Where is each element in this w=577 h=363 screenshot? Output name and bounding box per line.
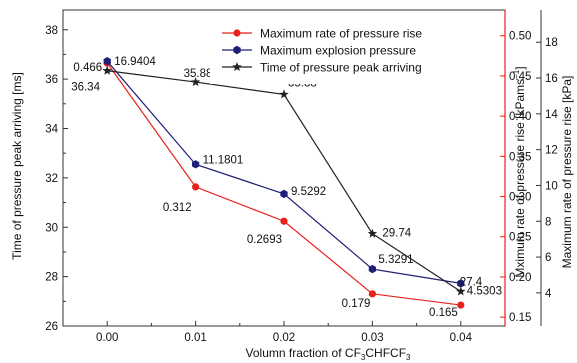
x-axis-title: Volumn fraction of CF3CHFCF3 [246, 346, 412, 362]
x-tick-label: 0.03 [361, 332, 383, 344]
right2-tick-label: 8 [545, 216, 551, 228]
data-point [368, 290, 376, 298]
data-point [367, 228, 378, 238]
data-point [456, 286, 466, 296]
data-label: 36.34 [71, 82, 100, 94]
data-point [280, 189, 288, 199]
data-label: 0.165 [429, 307, 458, 319]
data-label: 0.312 [163, 202, 192, 214]
left-tick-label: 38 [45, 25, 58, 37]
axes: 0.00 0.01 0.02 0.03 0.04 26 28 30 32 34 36 38 0.15 0.… [45, 9, 558, 344]
data-label: 0.2693 [247, 234, 282, 246]
x-tick-label: 0.04 [450, 332, 473, 344]
right2-axis-title: Maximum rate of pressure rise [kPa] [560, 76, 574, 269]
data-point [102, 65, 112, 75]
right1-tick-label: 0.30 [509, 192, 531, 204]
data-point [368, 264, 377, 274]
left-tick-label: 28 [45, 272, 58, 284]
data-label: 5.3291 [378, 254, 413, 266]
data-label: 11.1801 [203, 154, 244, 166]
x-axis-title-sub1: 3 [361, 353, 366, 362]
x-tick-label: 0.01 [184, 332, 206, 344]
right2-tick-label: 12 [545, 145, 558, 157]
right1-tick-label: 0.45 [509, 71, 531, 83]
right1-axis-title-main: Mximum rate of pressure rise [kPams [513, 79, 527, 278]
right1-axis-title: Mximum rate of pressure rise [kPams−1] [512, 66, 527, 277]
data-point [457, 301, 465, 309]
legend-label-rate: Maximum rate of pressure rise [260, 27, 422, 41]
data-point [191, 160, 200, 169]
data-point [190, 77, 201, 87]
data-label: 0.466 [73, 62, 102, 74]
right1-tick-label: 0.25 [509, 232, 531, 244]
x-tick-label: 0.00 [96, 332, 118, 344]
right2-tick-label: 4 [545, 288, 552, 300]
left-tick-label: 26 [45, 321, 58, 333]
x-axis-title-main: Volumn fraction of CF [246, 346, 361, 360]
data-point [192, 183, 200, 191]
data-label: 27.4 [460, 276, 483, 288]
left-tick-label: 34 [45, 124, 58, 136]
right2-tick-label: 6 [545, 252, 551, 264]
data-point [280, 217, 288, 225]
legend: Maximum rate of pressure rise Maximum ex… [210, 16, 430, 84]
left-tick-label: 36 [45, 74, 58, 86]
legend-item-time: Time of pressure peak arriving [222, 61, 422, 75]
x-axis-title-sub2: 3 [406, 353, 411, 362]
series-layer [102, 57, 466, 309]
data-label: 0.179 [342, 298, 371, 310]
right1-axis-title-end: ] [513, 66, 527, 69]
left-tick-label: 32 [45, 173, 58, 185]
right2-tick-label: 14 [545, 109, 558, 121]
data-point [103, 57, 111, 66]
data-point [279, 89, 289, 99]
data-label: 9.5292 [291, 186, 326, 198]
legend-label-time: Time of pressure peak arriving [260, 61, 422, 75]
right1-tick-label: 0.40 [509, 111, 531, 123]
legend-item-rate: Maximum rate of pressure rise [222, 27, 422, 41]
right2-tick-label: 10 [545, 180, 558, 192]
data-label: 35.88 [184, 68, 213, 80]
left-axis-title: Time of pressure peak arriving [ms] [10, 72, 24, 260]
data-label: 16.9404 [114, 56, 156, 68]
right1-tick-label: 0.15 [509, 312, 531, 324]
data-label: 29.74 [382, 228, 411, 240]
right1-axis-title-sup: −1 [512, 69, 521, 79]
left-tick-label: 30 [45, 222, 58, 234]
legend-marker-rate [233, 29, 241, 37]
right1-tick-label: 0.35 [509, 151, 531, 163]
x-axis-title-mid: CHFCF [365, 346, 406, 360]
data-label: 4.5303 [467, 285, 502, 297]
right1-tick-label: 0.20 [509, 272, 531, 284]
right2-tick-label: 16 [545, 73, 558, 85]
x-tick-label: 0.02 [273, 332, 295, 344]
legend-item-explosion: Maximum explosion pressure [222, 44, 416, 58]
right1-tick-label: 0.50 [509, 31, 531, 43]
data-point [457, 279, 465, 288]
right2-tick-label: 18 [545, 37, 558, 49]
legend-marker-time [232, 62, 242, 72]
legend-label-explosion: Maximum explosion pressure [260, 44, 416, 58]
legend-marker-explosion [233, 45, 241, 55]
